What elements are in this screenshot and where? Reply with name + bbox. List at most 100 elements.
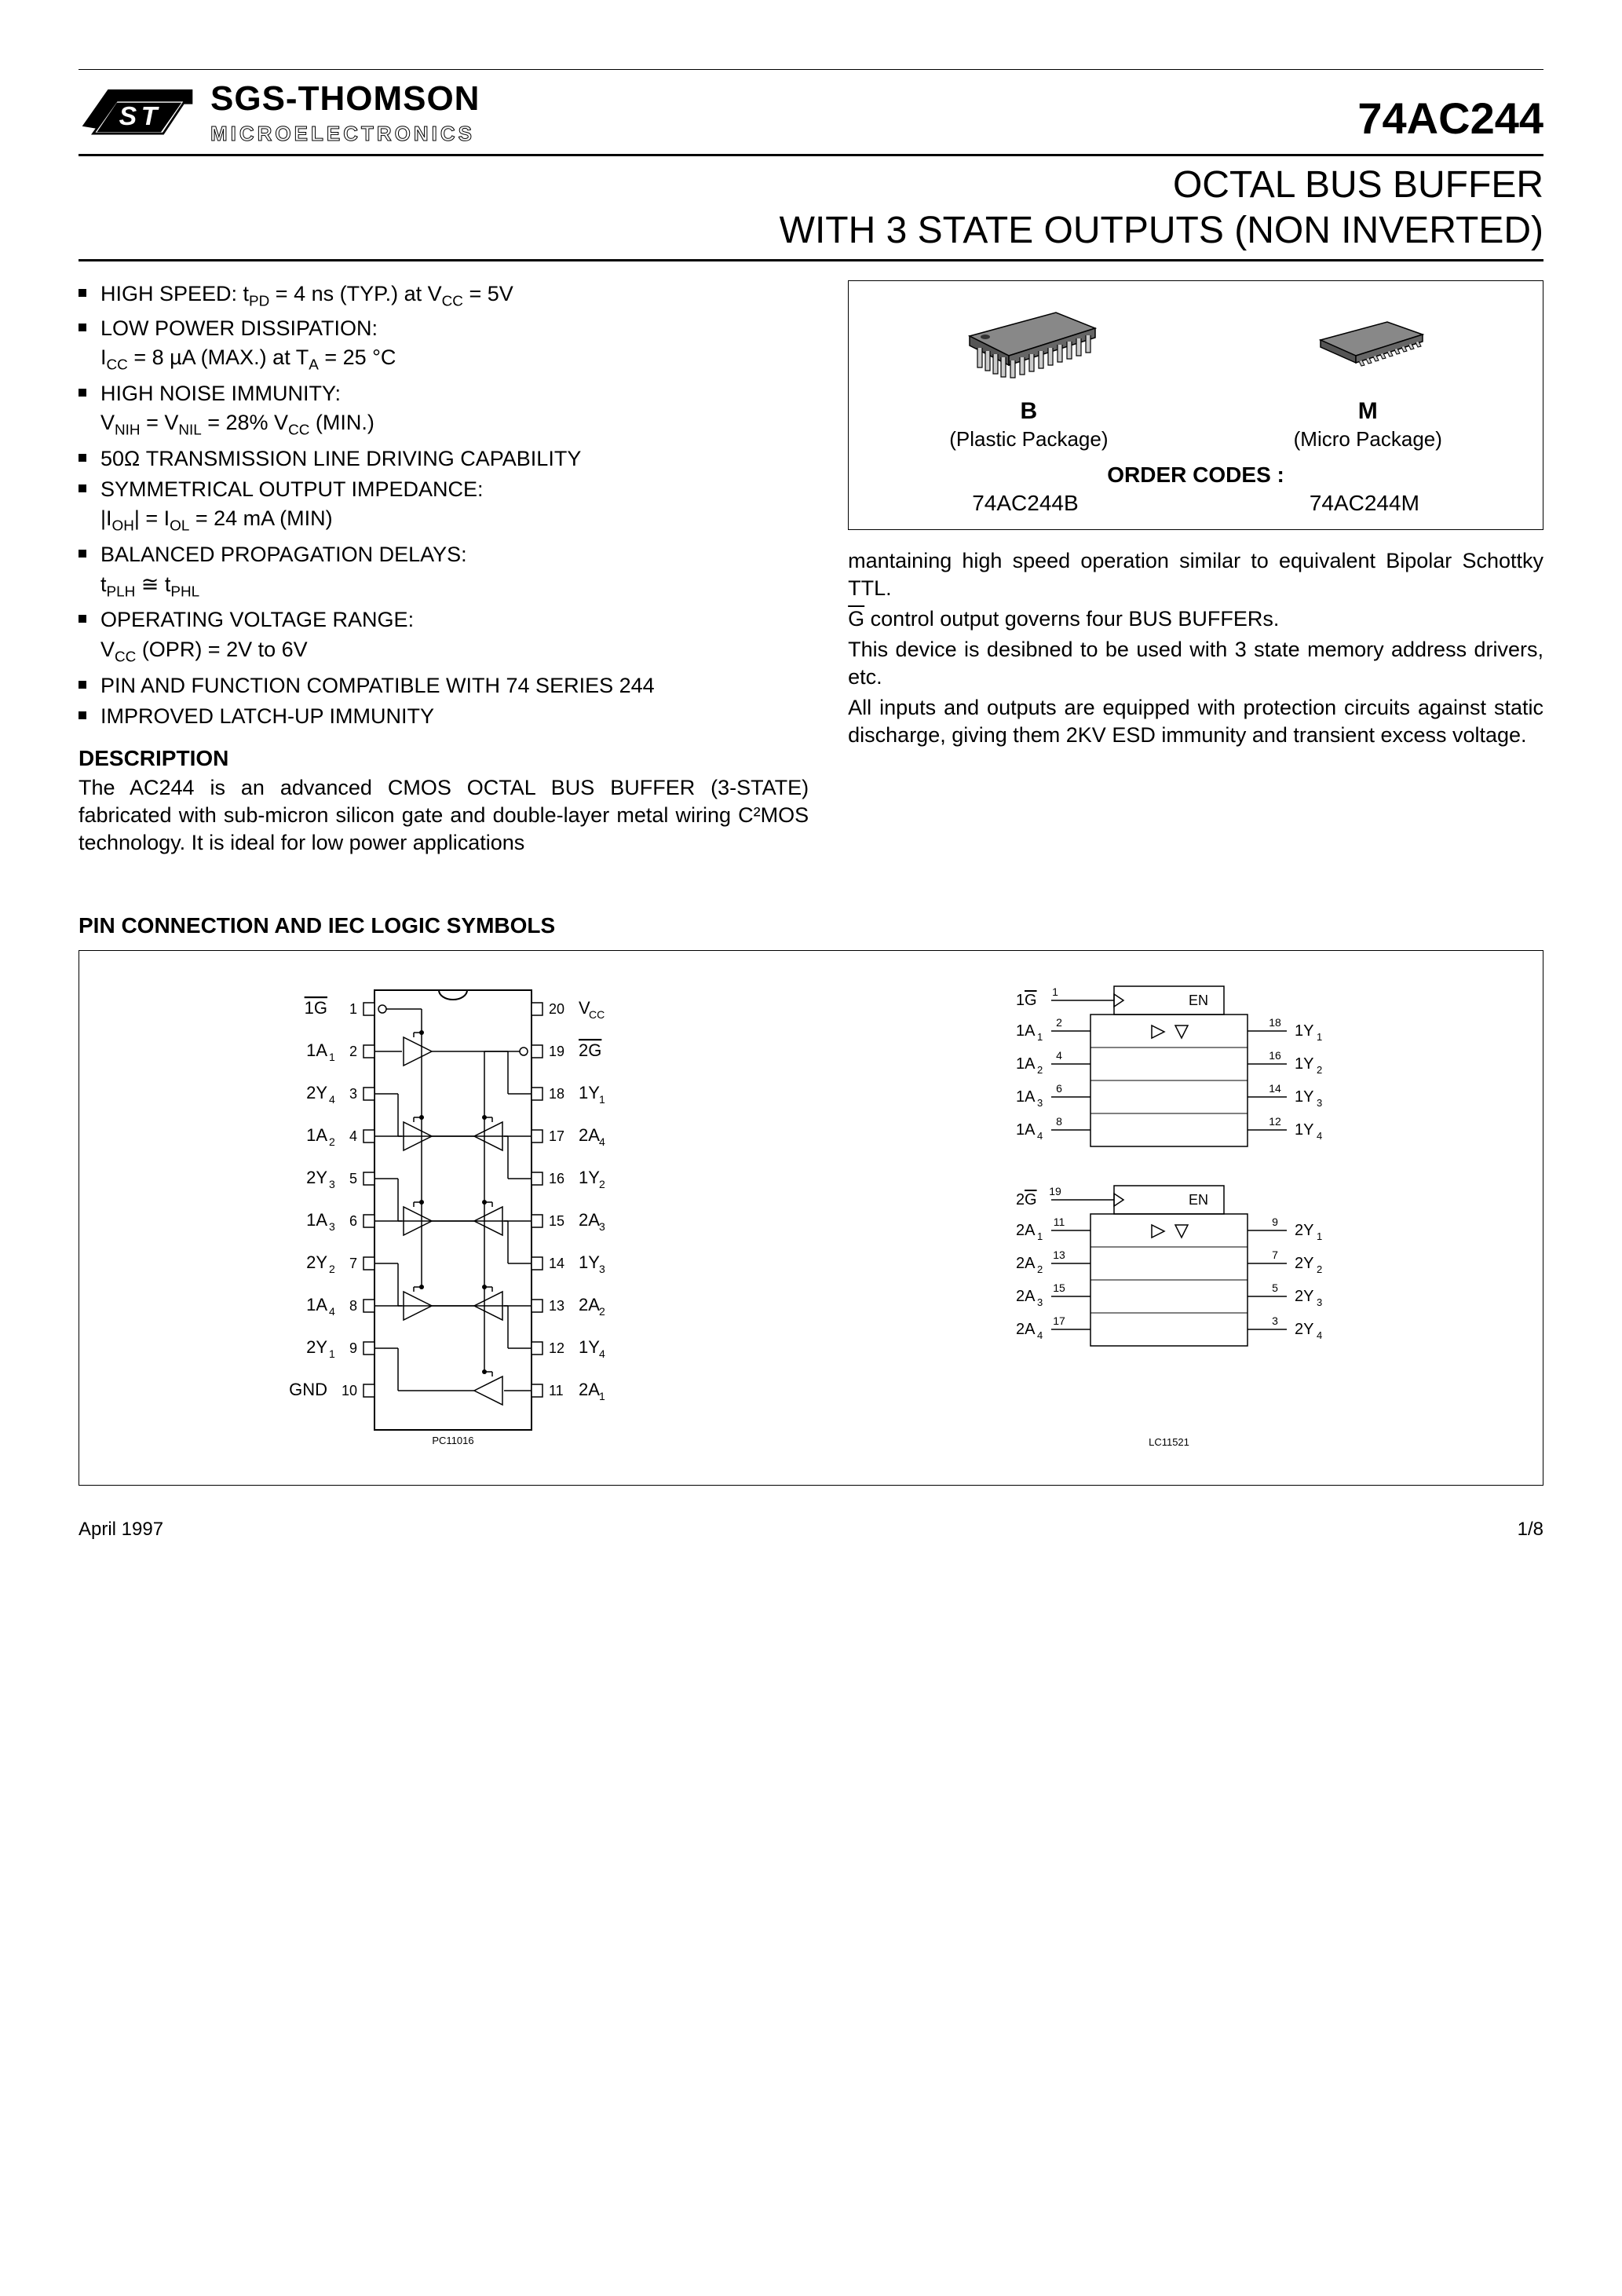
- svg-text:16: 16: [549, 1171, 564, 1186]
- svg-text:GND: GND: [289, 1380, 327, 1399]
- svg-text:10: 10: [342, 1383, 357, 1398]
- svg-text:1: 1: [349, 1001, 357, 1017]
- feature-sub: ICC = 8 µA (MAX.) at TA = 25 °C: [79, 344, 809, 375]
- diagrams-box: 11G20VCC21A1192G32Y4181Y141A2172A452Y316…: [79, 950, 1543, 1486]
- svg-text:17: 17: [549, 1128, 564, 1144]
- svg-text:2: 2: [349, 1044, 357, 1059]
- pkg-b-label: B: [949, 396, 1108, 426]
- svg-text:4: 4: [349, 1128, 357, 1144]
- svg-text:18: 18: [1269, 1016, 1281, 1029]
- package-box: B (Plastic Package): [848, 280, 1543, 530]
- svg-text:S: S: [119, 101, 137, 131]
- svg-text:1: 1: [1016, 992, 1025, 1009]
- svg-text:2Y: 2Y: [1295, 1321, 1313, 1338]
- desc-right-p4: All inputs and outputs are equipped with…: [848, 694, 1543, 749]
- svg-text:EN: EN: [1189, 1192, 1208, 1208]
- feature-sub: VNIH = VNIL = 28% VCC (MIN.): [79, 409, 809, 441]
- svg-text:9: 9: [349, 1340, 357, 1356]
- svg-text:4: 4: [329, 1305, 335, 1318]
- svg-text:9: 9: [1272, 1216, 1278, 1228]
- svg-text:8: 8: [1056, 1115, 1062, 1128]
- logo-text: SGS-THOMSON MICROELECTRONICS: [210, 76, 480, 148]
- svg-text:1A: 1A: [306, 1295, 327, 1314]
- svg-text:2: 2: [599, 1178, 605, 1190]
- order-code-b: 74AC244B: [972, 489, 1078, 517]
- svg-text:15: 15: [549, 1213, 564, 1229]
- feature-item: 50Ω TRANSMISSION LINE DRIVING CAPABILITY: [79, 445, 809, 473]
- order-code-m: 74AC244M: [1310, 489, 1419, 517]
- svg-text:3: 3: [599, 1220, 605, 1233]
- svg-text:1A: 1A: [1016, 1121, 1036, 1139]
- svg-text:4: 4: [1317, 1329, 1322, 1341]
- header-row: S T SGS-THOMSON MICROELECTRONICS 74AC244: [79, 76, 1543, 148]
- svg-text:1Y: 1Y: [579, 1168, 600, 1187]
- order-codes-row: 74AC244B 74AC244M: [857, 489, 1535, 517]
- svg-text:3: 3: [1317, 1097, 1322, 1109]
- svg-text:16: 16: [1269, 1049, 1281, 1062]
- pin-section-heading: PIN CONNECTION AND IEC LOGIC SYMBOLS: [79, 912, 1543, 940]
- rule-1: [79, 154, 1543, 156]
- svg-text:1: 1: [599, 1390, 605, 1402]
- svg-text:2Y: 2Y: [306, 1252, 327, 1272]
- pkg-b-sub: (Plastic Package): [949, 426, 1108, 453]
- svg-text:8: 8: [349, 1298, 357, 1314]
- svg-text:3: 3: [329, 1178, 335, 1190]
- svg-text:7: 7: [1272, 1249, 1278, 1261]
- svg-text:2: 2: [1056, 1016, 1062, 1029]
- svg-text:1Y: 1Y: [1295, 1055, 1313, 1073]
- svg-text:2: 2: [1016, 1191, 1025, 1208]
- st-logo-icon: S T: [79, 80, 196, 143]
- svg-text:4: 4: [1317, 1130, 1322, 1142]
- feature-item: PIN AND FUNCTION COMPATIBLE WITH 74 SERI…: [79, 672, 809, 700]
- svg-text:1Y: 1Y: [579, 1083, 600, 1102]
- dip-package-icon: [949, 297, 1108, 391]
- svg-text:2: 2: [1037, 1263, 1043, 1275]
- feature-item: HIGH SPEED: tPD = 4 ns (TYP.) at VCC = 5…: [79, 280, 809, 312]
- svg-text:2A: 2A: [579, 1380, 600, 1399]
- description-left: The AC244 is an advanced CMOS OCTAL BUS …: [79, 774, 809, 857]
- order-codes-label: ORDER CODES :: [857, 461, 1535, 489]
- desc-right-p1: mantaining high speed operation similar …: [848, 547, 1543, 602]
- svg-text:1Y: 1Y: [1295, 1121, 1313, 1139]
- rule-2: [79, 259, 1543, 261]
- rule-top: [79, 69, 1543, 70]
- datasheet-page: S T SGS-THOMSON MICROELECTRONICS 74AC244…: [79, 69, 1543, 1541]
- svg-text:2A: 2A: [1016, 1255, 1036, 1272]
- feature-sub: |IOH| = IOL = 24 mA (MIN): [79, 505, 809, 536]
- title-block: OCTAL BUS BUFFER WITH 3 STATE OUTPUTS (N…: [79, 163, 1543, 253]
- svg-text:PC11016: PC11016: [432, 1435, 473, 1446]
- svg-text:12: 12: [1269, 1115, 1281, 1128]
- footer-page: 1/8: [1518, 1517, 1543, 1541]
- svg-text:2A: 2A: [1016, 1321, 1036, 1338]
- svg-text:3: 3: [1037, 1097, 1043, 1109]
- svg-text:2A: 2A: [579, 1210, 600, 1230]
- package-b: B (Plastic Package): [949, 297, 1108, 453]
- svg-text:12: 12: [549, 1340, 564, 1356]
- svg-text:1A: 1A: [306, 1040, 327, 1060]
- svg-text:2Y: 2Y: [1295, 1255, 1313, 1272]
- svg-text:2: 2: [329, 1263, 335, 1275]
- svg-text:2A: 2A: [579, 1125, 600, 1145]
- title-line2: WITH 3 STATE OUTPUTS (NON INVERTED): [79, 208, 1543, 254]
- svg-text:5: 5: [349, 1171, 357, 1186]
- description-heading: DESCRIPTION: [79, 744, 809, 773]
- feature-item: BALANCED PROPAGATION DELAYS:: [79, 541, 809, 569]
- features-list: HIGH SPEED: tPD = 4 ns (TYP.) at VCC = 5…: [79, 280, 809, 730]
- footer-date: April 1997: [79, 1517, 163, 1541]
- svg-text:4: 4: [1037, 1329, 1043, 1341]
- svg-text:3: 3: [1037, 1296, 1043, 1308]
- svg-text:1A: 1A: [1016, 1088, 1036, 1106]
- svg-text:2Y: 2Y: [306, 1083, 327, 1102]
- left-column: HIGH SPEED: tPD = 4 ns (TYP.) at VCC = 5…: [79, 280, 809, 857]
- svg-text:1Y: 1Y: [579, 1337, 600, 1357]
- svg-text:2A: 2A: [579, 1295, 600, 1314]
- logo-line2: MICROELECTRONICS: [210, 121, 480, 148]
- svg-text:13: 13: [1053, 1249, 1065, 1261]
- svg-text:1: 1: [1317, 1230, 1322, 1242]
- soic-package-icon: [1294, 297, 1442, 391]
- package-m: M (Micro Package): [1294, 297, 1442, 453]
- svg-text:19: 19: [1049, 1185, 1061, 1197]
- svg-text:1: 1: [1037, 1230, 1043, 1242]
- svg-text:18: 18: [549, 1086, 564, 1102]
- page-footer: April 1997 1/8: [79, 1517, 1543, 1541]
